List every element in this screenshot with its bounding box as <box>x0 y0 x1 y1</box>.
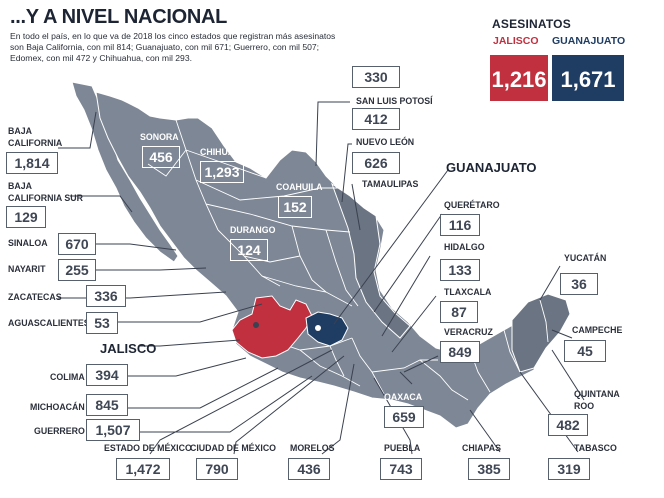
state-label-michoacan: MICHOACÁN <box>30 402 85 412</box>
guanajuato-total: 1,671 <box>550 53 626 103</box>
state-label-tlaxcala: TLAXCALA <box>444 287 492 297</box>
state-label-guanajuato: GUANAJUATO <box>446 160 537 175</box>
value-box-sonora: 456 <box>142 146 180 168</box>
leader-dot <box>253 322 259 328</box>
value-box-veracruz: 849 <box>440 341 480 363</box>
state-label-veracruz: VERACRUZ <box>444 327 493 337</box>
value-box-hidalgo: 133 <box>440 259 480 281</box>
state-label-zacatecas: ZACATECAS <box>8 292 62 302</box>
value-box-sinaloa: 670 <box>58 233 96 255</box>
value-box-coahuila: 152 <box>278 196 312 218</box>
state-label-baja-california-sur: BAJA CALIFORNIA SUR <box>8 181 83 203</box>
state-label-sinaloa: SINALOA <box>8 238 48 248</box>
value-box-zacatecas: 336 <box>86 285 126 307</box>
state-label-aguascalientes: AGUASCALIENTES <box>8 318 90 328</box>
state-label-yucatan: YUCATÁN <box>564 253 607 263</box>
guanajuato-legend-label: GUANAJUATO <box>552 35 626 47</box>
value-box-durango: 124 <box>230 239 268 261</box>
state-label-hidalgo: HIDALGO <box>444 242 485 252</box>
state-label-san-luis-potosi: SAN LUIS POTOSÍ <box>356 96 433 106</box>
state-label-nuevo-leon: NUEVO LEÓN <box>356 137 415 147</box>
state-label-coahuila: COAHUILA <box>276 182 323 192</box>
value-box-nuevo-leon: 626 <box>352 152 400 174</box>
state-label-estado-de-mexico: ESTADO DE MÉXICO <box>104 443 192 453</box>
value-box-baja-california-sur: 129 <box>6 206 46 228</box>
jalisco-shape <box>231 295 313 359</box>
state-label-baja-california: BAJA CALIFORNIA <box>8 126 63 148</box>
value-box-tabasco: 319 <box>548 458 590 480</box>
state-label-guerrero: GUERRERO <box>34 426 85 436</box>
state-label-campeche: CAMPECHE <box>572 325 623 335</box>
value-box-ciudad-de-mexico: 790 <box>196 458 238 480</box>
value-box-chihuahua: 1,293 <box>200 161 244 183</box>
state-label-colima: COLIMA <box>50 372 85 382</box>
value-box-oaxaca: 659 <box>384 406 424 428</box>
state-label-tabasco: TABASCO <box>574 443 617 453</box>
value-box-guerrero: 1,507 <box>86 419 140 441</box>
mainland-shape <box>95 91 569 429</box>
leader-dot <box>315 325 321 331</box>
value-box-nayarit: 255 <box>58 259 96 281</box>
value-box-michoacan: 845 <box>86 394 128 416</box>
value-box-morelos: 436 <box>288 458 330 480</box>
value-box-campeche: 45 <box>564 340 606 362</box>
value-box-queretaro: 116 <box>440 214 480 236</box>
value-box-puebla: 743 <box>380 458 422 480</box>
state-label-jalisco: JALISCO <box>100 341 157 356</box>
state-label-quintana-roo: QUINTANA ROO <box>574 389 620 411</box>
value-box-san-luis-potosi: 412 <box>352 108 400 130</box>
state-label-tamaulipas: TAMAULIPAS <box>362 179 419 189</box>
state-label-queretaro: QUERÉTARO <box>444 200 500 210</box>
state-label-ciudad-de-mexico: CIUDAD DE MÉXICO <box>190 443 277 453</box>
guanajuato-shape <box>305 311 349 347</box>
state-label-puebla: PUEBLA <box>384 443 421 453</box>
value-box-baja-california: 1,814 <box>6 152 58 174</box>
state-label-morelos: MORELOS <box>290 443 335 453</box>
page-title: ...Y A NIVEL NACIONAL <box>10 6 228 28</box>
gulf-strip-shape <box>331 182 411 339</box>
value-box-yucatan: 36 <box>560 273 598 295</box>
value-box-estado-de-mexico: 1,472 <box>116 458 170 480</box>
state-label-sonora: SONORA <box>140 132 179 142</box>
asesinatos-heading: ASESINATOS <box>492 17 571 31</box>
value-box-tamaulipas: 330 <box>352 66 400 88</box>
value-box-aguascalientes: 53 <box>86 312 118 334</box>
state-label-oaxaca: OAXACA <box>384 392 423 402</box>
value-box-tlaxcala: 87 <box>440 301 478 323</box>
intro-text: En todo el país, en lo que va de 2018 lo… <box>10 31 336 63</box>
state-label-chihuahua: CHIHUAHUA <box>200 147 254 157</box>
yucatan-peninsula-shape <box>511 293 571 373</box>
state-label-durango: DURANGO <box>230 225 276 235</box>
value-box-quintana-roo: 482 <box>548 414 588 436</box>
jalisco-total: 1,216 <box>488 53 550 103</box>
state-label-chiapas: CHIAPAS <box>462 443 501 453</box>
value-box-chiapas: 385 <box>468 458 510 480</box>
jalisco-legend-label: JALISCO <box>493 35 539 47</box>
state-label-nayarit: NAYARIT <box>8 264 46 274</box>
value-box-colima: 394 <box>86 364 128 386</box>
